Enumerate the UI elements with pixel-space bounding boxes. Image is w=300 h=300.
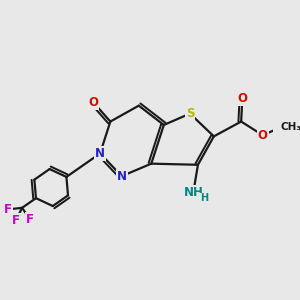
Text: O: O — [258, 129, 268, 142]
Text: NH: NH — [183, 186, 203, 199]
Text: N: N — [95, 147, 105, 160]
Text: H: H — [200, 193, 208, 203]
Text: F: F — [4, 203, 12, 216]
Text: F: F — [12, 214, 20, 227]
Text: F: F — [26, 213, 34, 226]
Text: CH₃: CH₃ — [281, 122, 300, 132]
Text: S: S — [186, 107, 194, 120]
Text: N: N — [117, 170, 127, 183]
Text: O: O — [237, 92, 247, 105]
Text: O: O — [88, 96, 98, 109]
